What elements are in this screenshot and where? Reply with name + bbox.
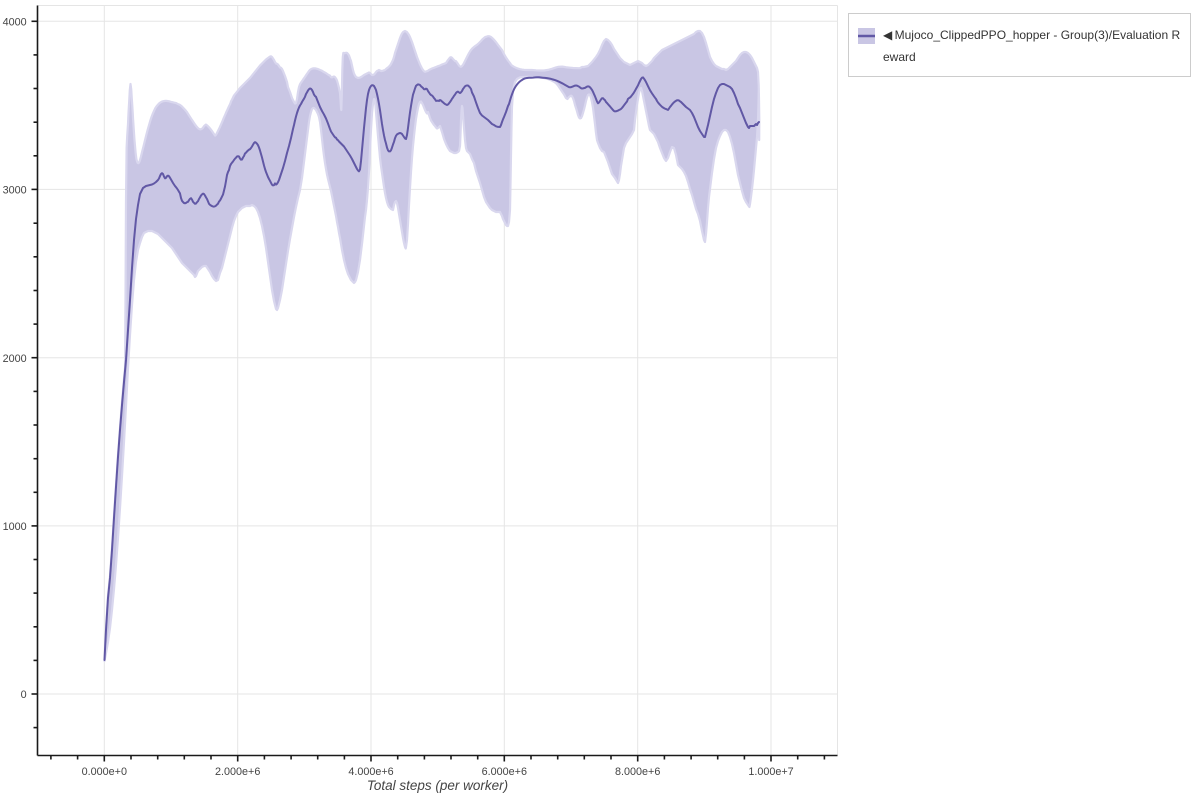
svg-text:Total steps (per worker): Total steps (per worker): [367, 778, 508, 793]
svg-text:1000: 1000: [3, 521, 27, 533]
svg-text:4000: 4000: [3, 16, 27, 28]
svg-text:4.000e+6: 4.000e+6: [348, 766, 393, 778]
svg-text:0: 0: [21, 689, 27, 701]
svg-text:2000: 2000: [3, 353, 27, 365]
svg-text:2.000e+6: 2.000e+6: [215, 766, 260, 778]
svg-text:1.000e+7: 1.000e+7: [748, 766, 793, 778]
svg-text:6.000e+6: 6.000e+6: [482, 766, 527, 778]
svg-text:0.000e+0: 0.000e+0: [82, 766, 127, 778]
svg-text:8.000e+6: 8.000e+6: [615, 766, 660, 778]
svg-text:3000: 3000: [3, 185, 27, 197]
